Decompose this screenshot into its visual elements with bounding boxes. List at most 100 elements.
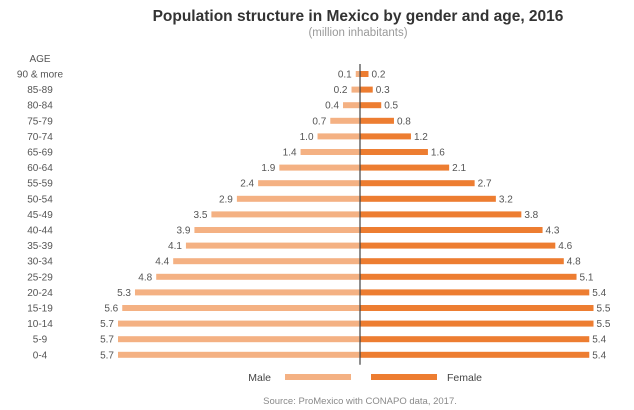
female-bar-30-34 xyxy=(360,258,564,265)
source-note: Source: ProMexico with CONAPO data, 2017… xyxy=(263,396,457,407)
female-bar-50-54 xyxy=(360,195,496,202)
male-bar-45-49 xyxy=(211,211,360,218)
male-bar-55-59 xyxy=(258,180,360,187)
female-value-55-59: 2.7 xyxy=(478,179,492,190)
legend-male-label: Male xyxy=(248,372,271,384)
male-bar-75-79 xyxy=(330,117,360,124)
male-value-25-29: 4.8 xyxy=(138,272,152,283)
age-label-80-84: 80-84 xyxy=(27,101,53,112)
female-value-60-64: 2.1 xyxy=(452,163,466,174)
age-label-90-more: 90 & more xyxy=(17,70,64,81)
female-bar-60-64 xyxy=(360,164,450,171)
male-bar-90-more xyxy=(355,71,360,77)
age-label-10-14: 10-14 xyxy=(27,319,53,330)
female-value-80-84: 0.5 xyxy=(384,101,398,112)
female-bar-0-4 xyxy=(360,351,590,358)
legend: Male Female xyxy=(248,372,482,384)
chart-subtitle: (million inhabitants) xyxy=(308,27,407,39)
male-bar-10-14 xyxy=(118,320,360,327)
female-value-0-4: 5.4 xyxy=(592,350,606,361)
age-label-65-69: 65-69 xyxy=(27,148,53,159)
male-bar-80-84 xyxy=(343,102,360,109)
male-value-0-4: 5.7 xyxy=(100,350,114,361)
male-value-55-59: 2.4 xyxy=(240,179,254,190)
female-value-75-79: 0.8 xyxy=(397,116,411,127)
age-label-30-34: 30-34 xyxy=(27,257,53,268)
male-bar-85-89 xyxy=(351,86,360,93)
male-value-45-49: 3.5 xyxy=(193,210,207,221)
female-bar-55-59 xyxy=(360,180,475,187)
male-bar-65-69 xyxy=(300,149,360,155)
female-value-65-69: 1.6 xyxy=(431,148,445,159)
legend-female-label: Female xyxy=(447,372,482,384)
y-axis-label: AGE xyxy=(29,54,50,65)
female-bar-75-79 xyxy=(360,117,394,124)
age-label-15-19: 15-19 xyxy=(27,304,53,315)
male-bar-15-19 xyxy=(122,305,361,311)
age-label-45-49: 45-49 xyxy=(27,210,53,221)
age-label-60-64: 60-64 xyxy=(27,163,53,174)
male-value-60-64: 1.9 xyxy=(261,163,275,174)
age-label-25-29: 25-29 xyxy=(27,272,53,283)
male-value-35-39: 4.1 xyxy=(168,241,182,252)
female-value-50-54: 3.2 xyxy=(499,194,513,205)
female-value-35-39: 4.6 xyxy=(558,241,572,252)
male-bar-35-39 xyxy=(185,242,360,249)
legend-female-swatch xyxy=(371,374,437,380)
male-value-10-14: 5.7 xyxy=(100,319,114,330)
female-value-90-more: 0.2 xyxy=(371,70,385,81)
female-bar-45-49 xyxy=(360,211,522,218)
male-bar-50-54 xyxy=(236,195,360,202)
male-bar-0-4 xyxy=(118,351,360,358)
male-value-30-34: 4.4 xyxy=(155,257,169,268)
female-bar-25-29 xyxy=(360,273,577,280)
female-bar-35-39 xyxy=(360,242,556,249)
male-value-40-44: 3.9 xyxy=(177,226,191,237)
legend-male-swatch xyxy=(285,374,351,380)
female-bar-40-44 xyxy=(360,227,543,233)
female-bar-65-69 xyxy=(360,149,428,155)
age-label-20-24: 20-24 xyxy=(27,288,53,299)
male-value-5-9: 5.7 xyxy=(100,335,114,346)
chart-title: Population structure in Mexico by gender… xyxy=(153,8,564,25)
female-value-40-44: 4.3 xyxy=(546,226,560,237)
male-bar-30-34 xyxy=(173,258,360,265)
female-value-10-14: 5.5 xyxy=(597,319,611,330)
female-value-85-89: 0.3 xyxy=(376,85,390,96)
female-value-20-24: 5.4 xyxy=(592,288,606,299)
male-value-85-89: 0.2 xyxy=(334,85,348,96)
female-bar-80-84 xyxy=(360,102,382,109)
female-value-25-29: 5.1 xyxy=(580,272,594,283)
age-label-70-74: 70-74 xyxy=(27,132,53,143)
female-value-70-74: 1.2 xyxy=(414,132,428,143)
bars-group: 90 & more 0.1 0.2 85-89 0.2 0.3 80-84 0.4 0.5 75-… xyxy=(17,70,611,362)
male-bar-60-64 xyxy=(279,164,360,171)
female-bar-20-24 xyxy=(360,289,590,296)
male-bar-20-24 xyxy=(134,289,360,296)
age-label-50-54: 50-54 xyxy=(27,194,53,205)
female-value-15-19: 5.5 xyxy=(597,304,611,315)
female-bar-5-9 xyxy=(360,336,590,343)
male-bar-25-29 xyxy=(156,273,360,280)
female-value-30-34: 4.8 xyxy=(567,257,581,268)
male-value-50-54: 2.9 xyxy=(219,194,233,205)
male-bar-5-9 xyxy=(118,336,360,343)
male-value-80-84: 0.4 xyxy=(325,101,339,112)
female-bar-70-74 xyxy=(360,133,411,140)
male-bar-70-74 xyxy=(317,133,360,140)
male-value-75-79: 0.7 xyxy=(312,116,326,127)
female-bar-10-14 xyxy=(360,320,594,327)
female-value-5-9: 5.4 xyxy=(592,335,606,346)
male-value-65-69: 1.4 xyxy=(283,148,297,159)
age-label-75-79: 75-79 xyxy=(27,116,53,127)
age-label-5-9: 5-9 xyxy=(33,335,48,346)
male-value-70-74: 1.0 xyxy=(300,132,314,143)
male-bar-40-44 xyxy=(194,227,360,233)
female-bar-85-89 xyxy=(360,86,373,93)
male-value-20-24: 5.3 xyxy=(117,288,131,299)
female-value-45-49: 3.8 xyxy=(524,210,538,221)
age-label-85-89: 85-89 xyxy=(27,85,53,96)
age-label-0-4: 0-4 xyxy=(33,350,48,361)
